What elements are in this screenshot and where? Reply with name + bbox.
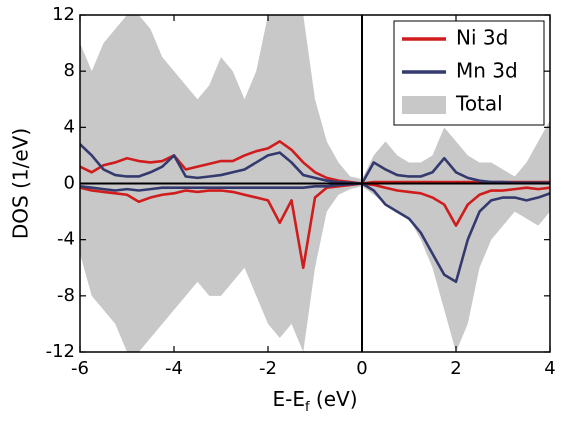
x-tick-label: 2 [450, 358, 461, 379]
y-tick-label: -4 [57, 229, 75, 250]
x-axis-label-part: (eV) [310, 387, 358, 411]
x-axis-label-part: E-E [272, 387, 305, 411]
plot-area [80, 15, 550, 352]
legend-swatch [402, 96, 446, 114]
y-tick-label: -12 [46, 341, 75, 362]
y-tick-label: 4 [64, 116, 75, 137]
x-axis-label-part: f [305, 400, 310, 415]
x-tick-label: -4 [165, 358, 183, 379]
y-tick-label: 12 [52, 4, 75, 25]
dos-line [80, 182, 550, 270]
legend-label: Total [455, 92, 503, 116]
y-tick-label: -8 [57, 285, 75, 306]
legend-label: Ni 3d [456, 26, 508, 50]
dos-line [80, 140, 550, 185]
y-tick-label: 0 [64, 173, 75, 194]
dos-line [80, 143, 550, 185]
dos-line [80, 182, 550, 284]
y-axis-label: DOS (1/eV) [9, 128, 33, 239]
axes: -12 -8 -4 0 4 8 12 -6 -4 -2 0 2 4 E-Ef (eV) DOS (1/eV)… [9, 4, 556, 415]
x-tick-label: 0 [356, 358, 367, 379]
x-tick-label: -2 [259, 358, 277, 379]
legend-label: Mn 3d [456, 59, 518, 83]
y-tick-label: 8 [64, 60, 75, 81]
total-area [80, 15, 550, 184]
x-axis-label: E-Ef (eV) [272, 387, 357, 416]
total-area [80, 183, 550, 352]
x-tick-label: -6 [71, 358, 89, 379]
x-tick-label: 4 [544, 358, 555, 379]
